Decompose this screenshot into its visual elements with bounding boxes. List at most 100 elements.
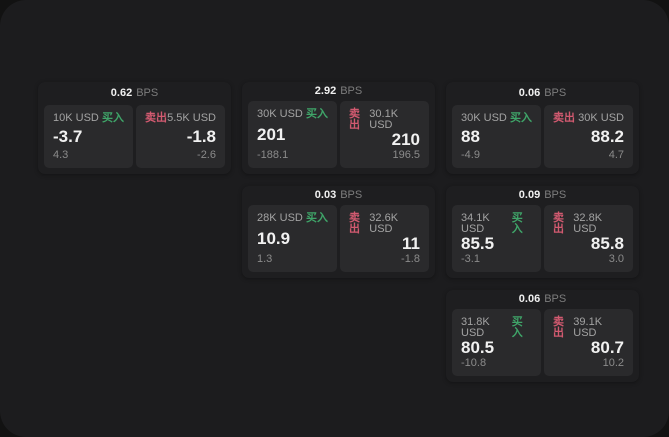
sell-size-label: 30.1K USD <box>369 108 399 132</box>
bps-suffix-label: BPS <box>136 87 159 99</box>
buy-price: 85.5 <box>461 234 495 254</box>
sell-price: -1.8 <box>186 126 216 146</box>
buy-panel[interactable]: 30K USD 买入 88 -4.9 <box>452 105 541 168</box>
sell-panel-top: 卖出 30.1K USD <box>349 109 420 131</box>
buy-panel-top: 34.1K USD 买入 <box>461 213 532 235</box>
sell-side-label: 卖出 <box>553 316 564 340</box>
card-header: 0.03 BPS <box>242 186 435 205</box>
sell-panel[interactable]: 卖出 30.1K USD 210 196.5 <box>340 101 429 168</box>
sell-panel-top: 卖出 5.5K USD <box>145 113 216 124</box>
buy-panel-top: 31.8K USD 买入 <box>461 317 532 339</box>
sell-panel[interactable]: 卖出 32.8K USD 85.8 3.0 <box>544 205 633 272</box>
bps-suffix-label: BPS <box>544 87 567 99</box>
buy-side-label: 买入 <box>511 316 523 340</box>
buy-panel-top: 10K USD 买入 <box>53 113 124 124</box>
sell-size-label: 39.1K USD <box>573 316 603 340</box>
buy-delta: -188.1 <box>257 149 289 161</box>
buy-side-label: 买入 <box>306 108 328 121</box>
buy-side-label: 买入 <box>511 212 523 236</box>
buy-panel[interactable]: 30K USD 买入 201 -188.1 <box>248 101 337 168</box>
buy-panel[interactable]: 34.1K USD 买入 85.5 -3.1 <box>452 205 541 272</box>
buy-size-label: 28K USD <box>257 212 303 225</box>
buy-size-label: 30K USD <box>257 108 303 121</box>
buy-panel[interactable]: 28K USD 买入 10.9 1.3 <box>248 205 337 272</box>
bps-suffix-label: BPS <box>544 293 567 306</box>
buy-price: 88 <box>461 126 480 146</box>
sell-size-label: 30K USD <box>578 112 624 124</box>
sell-size-label: 5.5K USD <box>167 112 216 124</box>
sell-side-label: 卖出 <box>349 108 360 132</box>
sell-delta: 4.7 <box>608 149 624 161</box>
buy-side-label: 买入 <box>510 112 532 124</box>
buy-size-label: 30K USD <box>461 112 507 124</box>
bps-value: 0.03 <box>314 189 337 202</box>
buy-panel[interactable]: 10K USD 买入 -3.7 4.3 <box>44 105 133 168</box>
buy-delta: -4.9 <box>461 149 480 161</box>
sell-size-label: 32.6K USD <box>369 212 399 236</box>
bps-value: 0.06 <box>518 87 541 99</box>
sell-price: 11 <box>402 234 420 254</box>
sell-panel[interactable]: 卖出 5.5K USD -1.8 -2.6 <box>136 105 225 168</box>
sell-panel-top: 卖出 32.8K USD <box>553 213 624 235</box>
sell-side-label: 卖出 <box>145 112 167 124</box>
sell-price: 88.2 <box>590 126 624 146</box>
buy-price: 80.5 <box>461 338 495 358</box>
quote-card: 0.62 BPS 10K USD 买入 -3.7 4.3 卖出 5.5K USD… <box>38 82 231 174</box>
quote-card: 0.06 BPS 31.8K USD 买入 80.5 -10.8 卖出 39.1… <box>446 290 639 382</box>
quote-card: 2.92 BPS 30K USD 买入 201 -188.1 卖出 30.1K … <box>242 82 435 174</box>
bps-suffix-label: BPS <box>340 85 363 98</box>
buy-delta: 4.3 <box>53 149 69 161</box>
quote-panels: 10K USD 买入 -3.7 4.3 卖出 5.5K USD -1.8 -2.… <box>38 105 231 174</box>
sell-panel[interactable]: 卖出 30K USD 88.2 4.7 <box>544 105 633 168</box>
bps-suffix-label: BPS <box>544 189 567 202</box>
buy-size-label: 10K USD <box>53 112 99 124</box>
buy-side-label: 买入 <box>306 212 328 225</box>
sell-price: 210 <box>391 130 420 150</box>
bps-value: 2.92 <box>314 85 337 98</box>
buy-size-label: 31.8K USD <box>461 316 490 340</box>
quote-card: 0.03 BPS 28K USD 买入 10.9 1.3 卖出 32.6K US… <box>242 186 435 278</box>
buy-delta: -10.8 <box>461 357 487 369</box>
quote-panels: 30K USD 买入 201 -188.1 卖出 30.1K USD 210 1… <box>242 101 435 174</box>
sell-price: 85.8 <box>590 234 624 254</box>
sell-price: 80.7 <box>590 338 624 358</box>
card-header: 2.92 BPS <box>242 82 435 101</box>
sell-delta: 3.0 <box>608 253 624 265</box>
sell-panel-top: 卖出 30K USD <box>553 113 624 124</box>
buy-size-label: 34.1K USD <box>461 212 490 236</box>
sell-delta: -2.6 <box>197 149 216 161</box>
quote-card: 0.09 BPS 34.1K USD 买入 85.5 -3.1 卖出 32.8K… <box>446 186 639 278</box>
buy-delta: 1.3 <box>257 253 273 265</box>
sell-side-label: 卖出 <box>349 212 360 236</box>
buy-panel-top: 30K USD 买入 <box>461 113 532 124</box>
sell-side-label: 卖出 <box>553 212 564 236</box>
sell-delta: 10.2 <box>602 357 624 369</box>
sell-panel-top: 卖出 39.1K USD <box>553 317 624 339</box>
card-header: 0.09 BPS <box>446 186 639 205</box>
card-header: 0.06 BPS <box>446 82 639 105</box>
sell-delta: -1.8 <box>401 253 420 265</box>
card-header: 0.62 BPS <box>38 82 231 105</box>
sell-panel-top: 卖出 32.6K USD <box>349 213 420 235</box>
bps-value: 0.09 <box>518 189 541 202</box>
quotes-grid: 0.62 BPS 10K USD 买入 -3.7 4.3 卖出 5.5K USD… <box>38 82 639 382</box>
quote-panels: 34.1K USD 买入 85.5 -3.1 卖出 32.8K USD 85.8… <box>446 205 639 278</box>
buy-price: -3.7 <box>53 126 83 146</box>
quote-card: 0.06 BPS 30K USD 买入 88 -4.9 卖出 30K USD 8… <box>446 82 639 174</box>
sell-side-label: 卖出 <box>553 112 575 124</box>
sell-panel[interactable]: 卖出 39.1K USD 80.7 10.2 <box>544 309 633 376</box>
buy-panel[interactable]: 31.8K USD 买入 80.5 -10.8 <box>452 309 541 376</box>
sell-size-label: 32.8K USD <box>573 212 603 236</box>
quote-panels: 31.8K USD 买入 80.5 -10.8 卖出 39.1K USD 80.… <box>446 309 639 382</box>
bps-value: 0.06 <box>518 293 541 306</box>
sell-panel[interactable]: 卖出 32.6K USD 11 -1.8 <box>340 205 429 272</box>
buy-delta: -3.1 <box>461 253 480 265</box>
sell-delta: 196.5 <box>392 149 420 161</box>
buy-panel-top: 28K USD 买入 <box>257 213 328 224</box>
buy-panel-top: 30K USD 买入 <box>257 109 328 120</box>
quote-panels: 30K USD 买入 88 -4.9 卖出 30K USD 88.2 4.7 <box>446 105 639 174</box>
card-header: 0.06 BPS <box>446 290 639 309</box>
buy-price: 201 <box>257 124 286 144</box>
bps-suffix-label: BPS <box>340 189 363 202</box>
